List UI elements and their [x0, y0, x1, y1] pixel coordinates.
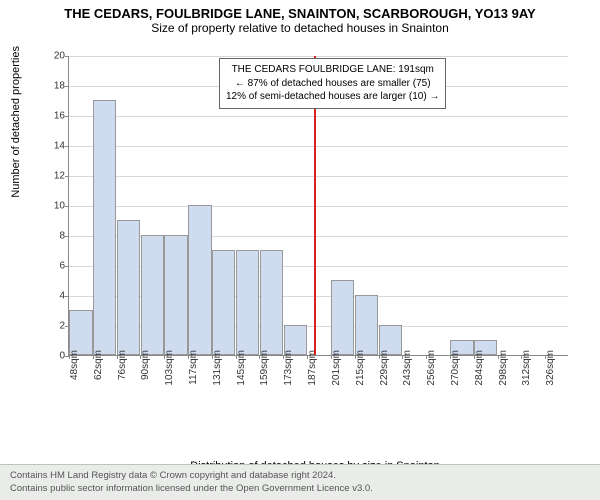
y-tick-label: 4 [47, 291, 65, 302]
footer-line-2: Contains public sector information licen… [10, 483, 590, 495]
x-tick-label: 76sqm [117, 350, 128, 380]
footer: Contains HM Land Registry data © Crown c… [0, 464, 600, 500]
y-tick-label: 14 [47, 141, 65, 152]
y-tick-label: 6 [47, 261, 65, 272]
y-tick-label: 12 [47, 171, 65, 182]
x-tick-label: 215sqm [355, 350, 366, 386]
x-tick-label: 159sqm [259, 350, 270, 386]
plot-area: 0246810121416182048sqm62sqm76sqm90sqm103… [68, 56, 568, 356]
y-tick-label: 16 [47, 111, 65, 122]
y-tick-label: 20 [47, 51, 65, 62]
x-tick-label: 187sqm [307, 350, 318, 386]
histogram-bar [212, 250, 235, 355]
y-tick-mark [65, 116, 69, 117]
histogram-bar [355, 295, 378, 355]
histogram-chart: Number of detached properties 0246810121… [50, 48, 580, 408]
y-axis-label: Number of detached properties [10, 46, 22, 198]
histogram-bar [188, 205, 211, 355]
x-tick-label: 312sqm [521, 350, 532, 386]
x-tick-label: 48sqm [69, 350, 80, 380]
x-tick-label: 90sqm [140, 350, 151, 380]
callout-line-1: THE CEDARS FOULBRIDGE LANE: 191sqm [226, 63, 439, 77]
footer-line-1: Contains HM Land Registry data © Crown c… [10, 470, 590, 482]
page-title: THE CEDARS, FOULBRIDGE LANE, SNAINTON, S… [0, 0, 600, 21]
grid-line [69, 116, 568, 117]
page-subtitle: Size of property relative to detached ho… [0, 21, 600, 39]
y-tick-label: 18 [47, 81, 65, 92]
histogram-bar [260, 250, 283, 355]
x-tick-label: 117sqm [188, 350, 199, 385]
callout-line-3: 12% of semi-detached houses are larger (… [226, 90, 439, 104]
y-tick-mark [65, 86, 69, 87]
x-tick-label: 103sqm [164, 350, 175, 386]
histogram-bar [331, 280, 354, 355]
y-tick-label: 8 [47, 231, 65, 242]
x-tick-label: 270sqm [450, 350, 461, 386]
x-tick-label: 326sqm [545, 350, 556, 386]
y-tick-mark [65, 266, 69, 267]
y-tick-label: 10 [47, 201, 65, 212]
y-tick-label: 0 [47, 351, 65, 362]
reference-callout: THE CEDARS FOULBRIDGE LANE: 191sqm ← 87%… [219, 58, 446, 109]
y-tick-label: 2 [47, 321, 65, 332]
x-tick-label: 298sqm [498, 350, 509, 386]
y-tick-mark [65, 56, 69, 57]
x-tick-label: 62sqm [93, 350, 104, 380]
y-tick-mark [65, 146, 69, 147]
histogram-bar [93, 100, 116, 355]
y-tick-mark [65, 176, 69, 177]
grid-line [69, 146, 568, 147]
x-tick-label: 243sqm [402, 350, 413, 386]
x-tick-label: 131sqm [212, 350, 223, 386]
y-tick-mark [65, 206, 69, 207]
callout-line-2: ← 87% of detached houses are smaller (75… [226, 77, 439, 91]
x-tick-label: 173sqm [283, 350, 294, 386]
histogram-bar [69, 310, 92, 355]
grid-line [69, 176, 568, 177]
histogram-bar [141, 235, 164, 355]
histogram-bar [117, 220, 140, 355]
x-tick-label: 229sqm [379, 350, 390, 386]
y-tick-mark [65, 236, 69, 237]
grid-line [69, 56, 568, 57]
x-tick-label: 256sqm [426, 350, 437, 386]
histogram-bar [164, 235, 187, 355]
x-tick-label: 145sqm [236, 350, 247, 386]
histogram-bar [236, 250, 259, 355]
grid-line [69, 206, 568, 207]
y-tick-mark [65, 296, 69, 297]
x-tick-label: 201sqm [331, 350, 342, 386]
x-tick-label: 284sqm [474, 350, 485, 386]
